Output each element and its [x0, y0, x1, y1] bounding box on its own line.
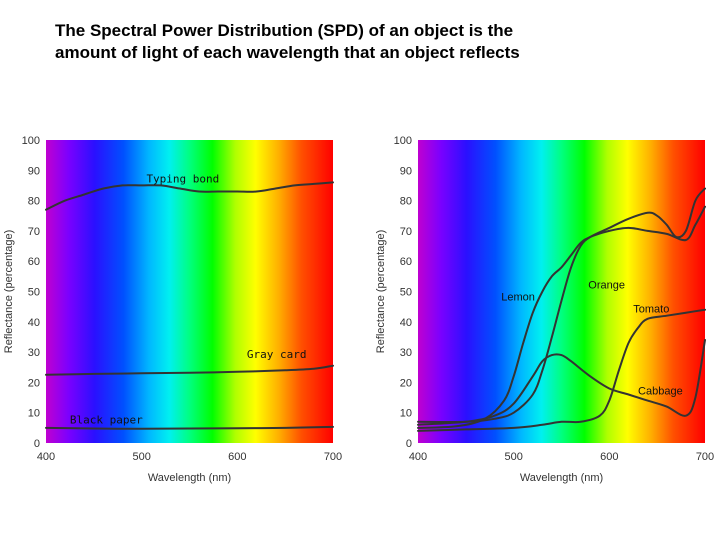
y-tick-label: 80	[28, 196, 40, 208]
chart-right-fruit-samples: 0 10 20 30 40 50 60 70 80 90 100 400 500 600 700 Wavele…	[372, 125, 720, 495]
series-label-typing-bond: Typing bond	[146, 172, 219, 185]
x-tick-label: 500	[132, 451, 150, 463]
x-axis-label: Wavelength (nm)	[520, 472, 603, 484]
y-tick-label: 30	[28, 347, 40, 359]
y-tick-label: 0	[406, 438, 412, 450]
y-tick-label: 50	[28, 287, 40, 299]
y-tick-label: 20	[28, 377, 40, 389]
y-tick-label: 30	[400, 347, 412, 359]
series-label-gray-card: Gray card	[247, 348, 307, 361]
x-tick-label: 400	[409, 451, 427, 463]
y-tick-label: 100	[22, 135, 40, 147]
y-tick-label: 0	[34, 438, 40, 450]
caption-line-1: The Spectral Power Distribution (SPD) of…	[55, 21, 514, 40]
y-tick-label: 70	[28, 226, 40, 238]
y-tick-label: 70	[400, 226, 412, 238]
y-tick-label: 40	[28, 317, 40, 329]
y-tick-label: 80	[400, 196, 412, 208]
x-tick-label: 700	[696, 451, 714, 463]
page-caption: The Spectral Power Distribution (SPD) of…	[55, 20, 695, 64]
x-tick-label: 600	[228, 451, 246, 463]
y-tick-label: 90	[400, 165, 412, 177]
y-axis-label: Reflectance (percentage)	[375, 230, 387, 354]
series-line-cabbage	[417, 339, 706, 426]
y-tick-label: 10	[28, 408, 40, 420]
y-tick-label: 40	[400, 317, 412, 329]
series-line-orange	[417, 187, 706, 424]
series-line-typing-bond	[45, 181, 334, 211]
series-label-orange: Orange	[588, 279, 625, 291]
y-tick-label: 100	[394, 135, 412, 147]
y-tick-label: 50	[400, 287, 412, 299]
x-tick-label: 400	[37, 451, 55, 463]
series-label-tomato: Tomato	[633, 304, 669, 316]
spectrum-background	[418, 140, 705, 443]
series-label-lemon: Lemon	[501, 292, 535, 304]
series-label-black-paper: Black paper	[70, 413, 143, 426]
x-tick-label: 500	[504, 451, 522, 463]
x-axis-label: Wavelength (nm)	[148, 472, 231, 484]
series-line-gray-card	[45, 364, 334, 376]
series-line-tomato	[417, 308, 706, 432]
y-tick-label: 60	[400, 256, 412, 268]
caption-line-2: amount of light of each wavelength that …	[55, 43, 520, 62]
y-axis-label: Reflectance (percentage)	[3, 230, 15, 354]
chart-left-svg: 0 10 20 30 40 50 60 70 80 90 100 400 500 600 700 Wavele…	[3, 135, 342, 484]
y-tick-label: 90	[28, 165, 40, 177]
y-tick-label: 60	[28, 256, 40, 268]
y-tick-label: 10	[400, 408, 412, 420]
chart-left-paper-samples: 0 10 20 30 40 50 60 70 80 90 100 400 500 600 700 Wavele…	[0, 125, 348, 495]
x-tick-label: 700	[324, 451, 342, 463]
chart-right-svg: 0 10 20 30 40 50 60 70 80 90 100 400 500 600 700 Wavele…	[375, 135, 714, 484]
series-line-black-paper	[45, 425, 334, 430]
series-line-lemon	[417, 205, 706, 429]
x-tick-label: 600	[600, 451, 618, 463]
y-tick-label: 20	[400, 377, 412, 389]
series-label-cabbage: Cabbage	[638, 386, 683, 398]
